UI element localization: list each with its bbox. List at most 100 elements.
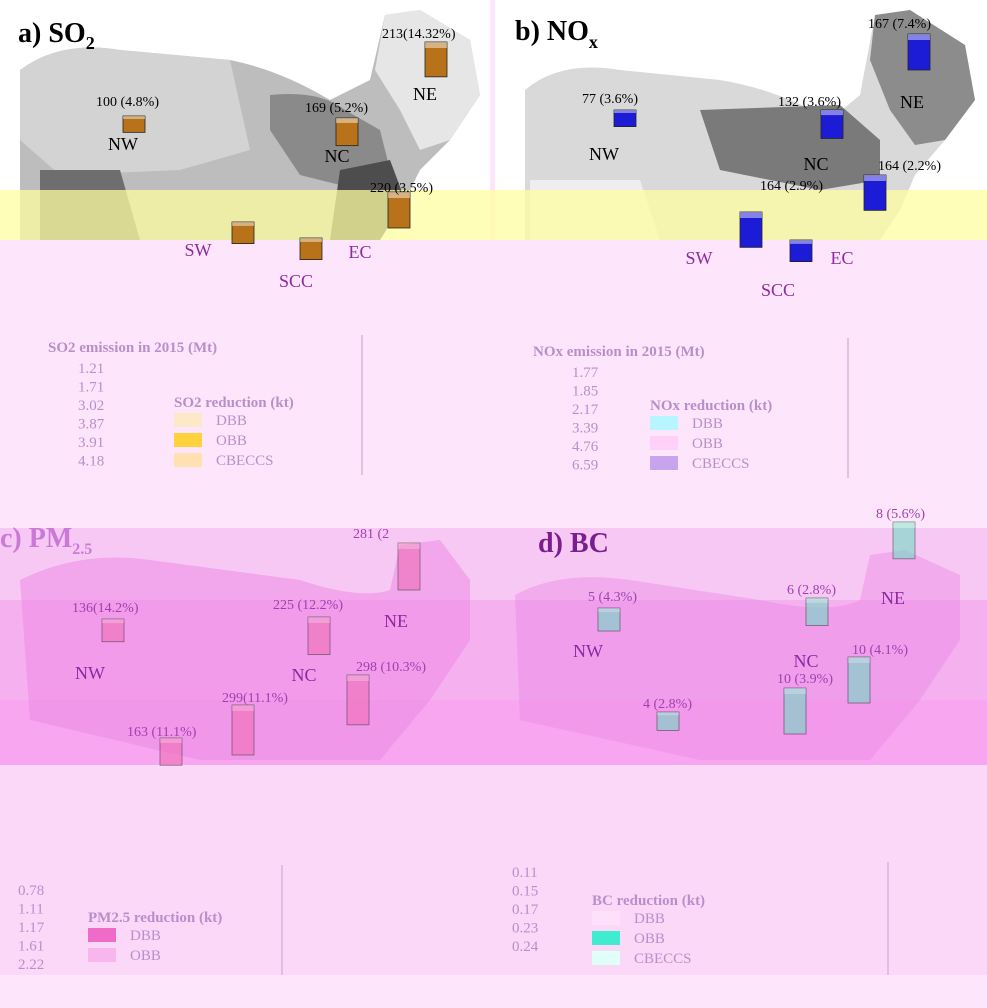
reduction-item: DBB — [216, 413, 247, 429]
label-d-ec: 10 (4.1%) — [852, 643, 908, 658]
bar-c-ec — [346, 674, 370, 726]
emission-value: 3.91 — [78, 435, 104, 451]
emission-value: 1.77 — [572, 365, 599, 381]
reduction-item: DBB — [692, 416, 723, 432]
swatch-cbeccs — [592, 951, 620, 965]
label-b-ne: 167 (7.4%) — [868, 17, 931, 32]
bar-a-ec — [387, 191, 411, 229]
label-a-ne: 213(14.32%) — [382, 27, 456, 42]
label-b-nc: 132 (3.6%) — [778, 95, 841, 110]
emission-legend-title-b: NOx emission in 2015 (Mt) — [533, 344, 705, 360]
faded-band-top — [0, 240, 987, 490]
emission-value: 1.61 — [18, 939, 44, 955]
legend-c: 0.78 1.11 1.17 1.61 2.22 PM2.5 reduction (kt)… — [18, 883, 222, 973]
emission-value: 3.87 — [78, 417, 105, 433]
bar-d-ec — [847, 656, 871, 704]
legend-layer: SO2 emission in 2015 (Mt) 1.21 1.71 3.02 3.8… — [18, 340, 772, 973]
emission-value: 0.17 — [512, 902, 539, 918]
label-c-nw: 136(14.2%) — [72, 601, 139, 616]
bar-a-sw — [231, 221, 255, 245]
label-c-sw: 163 (11.1%) — [127, 725, 197, 740]
label-d-nc: 6 (2.8%) — [787, 583, 836, 598]
legend-d: 0.11 0.15 0.17 0.23 0.24 BC reduction (kt) DBB… — [512, 865, 705, 967]
reduction-legend-title-d: BC reduction (kt) — [592, 893, 705, 909]
emission-legend-title-a: SO2 emission in 2015 (Mt) — [48, 340, 217, 356]
bar-b-nc — [820, 109, 844, 139]
bar-b-sw — [739, 211, 763, 248]
legend-a: SO2 emission in 2015 (Mt) 1.21 1.71 3.02 3.8… — [48, 340, 294, 470]
swatch-obb — [650, 436, 678, 450]
bar-a-ne — [424, 41, 448, 78]
bar-d-nw — [597, 607, 621, 632]
region-c-ne: NE — [384, 611, 408, 631]
swatch-dbb — [88, 928, 116, 942]
reduction-item: CBECCS — [692, 456, 750, 472]
reduction-item: CBECCS — [634, 951, 692, 967]
region-b-ec: EC — [830, 248, 853, 268]
label-b-sw: 164 (2.9%) — [760, 179, 823, 194]
emission-value: 0.78 — [18, 883, 44, 899]
label-b-ec: 164 (2.2%) — [878, 159, 941, 174]
region-a-nc: NC — [324, 146, 349, 166]
swatch-dbb — [592, 911, 620, 925]
region-a-nw: NW — [108, 134, 138, 154]
label-d-sw: 4 (2.8%) — [643, 697, 692, 712]
swatch-dbb — [174, 413, 202, 427]
emission-value: 0.11 — [512, 865, 538, 881]
emission-value: 0.23 — [512, 921, 538, 937]
pink-band-4 — [0, 765, 987, 980]
swatch-obb — [88, 948, 116, 962]
panel-b-title: b) NOx — [515, 16, 598, 52]
label-layer: 213(14.32%) NE 169 (5.2%) NC 100 (4.8%) NW 220… — [72, 17, 941, 740]
bar-d-ne — [892, 521, 916, 560]
swatch-cbeccs — [650, 456, 678, 470]
emission-value: 4.76 — [572, 439, 599, 455]
label-c-nc: 225 (12.2%) — [273, 598, 343, 613]
reduction-item: OBB — [216, 433, 247, 449]
label-a-ec: 220 (3.5%) — [370, 181, 433, 196]
emission-value: 2.17 — [572, 402, 599, 418]
label-b-nw: 77 (3.6%) — [582, 92, 638, 107]
reduction-legend-title-a: SO2 reduction (kt) — [174, 395, 294, 411]
bar-b-nw — [613, 109, 637, 127]
reduction-item: DBB — [634, 911, 665, 927]
region-a-sw: SW — [185, 240, 212, 260]
bar-d-sw — [656, 711, 680, 731]
emission-value: 3.39 — [572, 421, 598, 437]
label-d-scc: 10 (3.9%) — [777, 672, 833, 687]
bar-d-scc — [783, 687, 807, 735]
label-a-nw: 100 (4.8%) — [96, 95, 159, 110]
region-d-ne: NE — [881, 588, 905, 608]
region-b-sw: SW — [686, 248, 713, 268]
emission-value: 1.21 — [78, 361, 104, 377]
region-d-nw: NW — [573, 641, 603, 661]
reduction-legend-title-c: PM2.5 reduction (kt) — [88, 910, 222, 926]
emission-value: 0.15 — [512, 884, 538, 900]
bar-c-nc — [307, 616, 331, 656]
region-c-nw: NW — [75, 663, 105, 683]
swatch-obb — [174, 433, 202, 447]
swatch-cbeccs — [174, 453, 202, 467]
region-a-scc: SCC — [279, 271, 313, 291]
bar-a-nc — [335, 117, 359, 147]
bar-layer — [101, 33, 931, 766]
panel-a-title: a) SO2 — [18, 18, 95, 53]
emission-value: 2.22 — [18, 957, 44, 973]
bar-b-ec — [863, 174, 887, 211]
emission-value: 1.71 — [78, 380, 104, 396]
bar-c-ne — [397, 542, 421, 591]
region-d-nc: NC — [793, 651, 818, 671]
reduction-item: CBECCS — [216, 453, 274, 469]
bar-c-sw — [159, 737, 183, 766]
emission-value: 4.18 — [78, 454, 104, 470]
reduction-item: OBB — [634, 931, 665, 947]
region-c-nc: NC — [291, 665, 316, 685]
label-d-ne: 8 (5.6%) — [876, 507, 925, 522]
region-b-nc: NC — [803, 154, 828, 174]
label-d-nw: 5 (4.3%) — [588, 590, 637, 605]
bar-a-nw — [122, 115, 146, 133]
emission-value: 1.85 — [572, 384, 598, 400]
label-c-scc: 299(11.1%) — [222, 691, 288, 706]
